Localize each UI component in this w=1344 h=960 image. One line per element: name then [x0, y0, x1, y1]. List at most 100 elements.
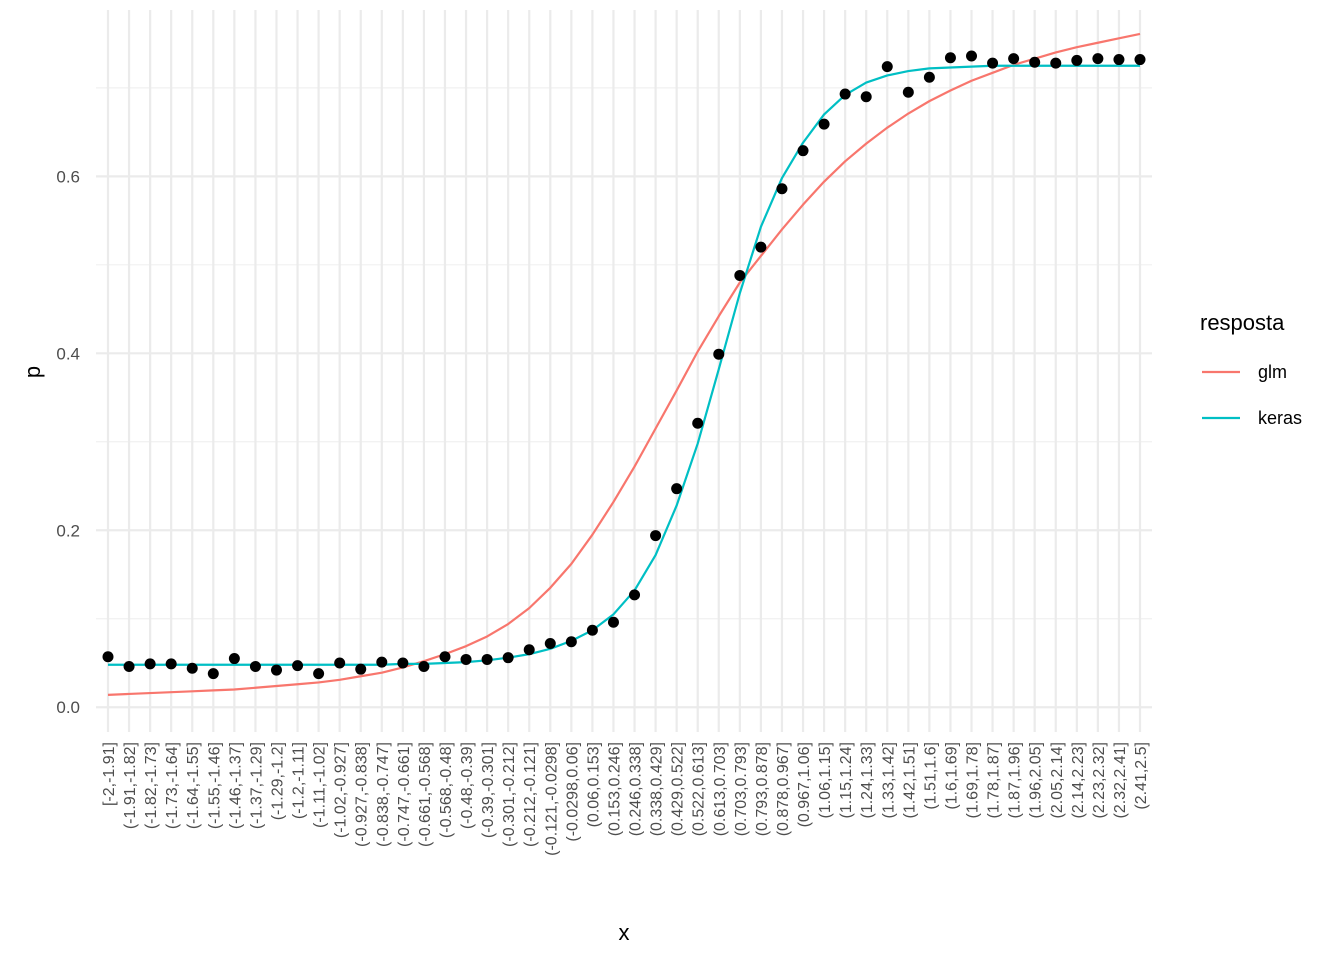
data-point — [755, 241, 767, 253]
major-gridlines — [96, 10, 1152, 732]
x-tick-label: (0.153,0.246] — [606, 742, 623, 836]
data-point — [313, 668, 325, 680]
data-point — [586, 624, 598, 636]
x-tick-label: (-1.73,-1.64] — [164, 742, 181, 829]
x-tick-label: (0.338,0.429] — [649, 742, 666, 836]
data-point — [860, 91, 872, 103]
y-axis-title: p — [20, 366, 45, 378]
x-tick-label: (1.24,1.33] — [859, 742, 876, 819]
minor-gridlines — [96, 87, 1152, 620]
series-lines — [107, 32, 1141, 696]
data-point — [102, 651, 114, 663]
legend-label-glm: glm — [1258, 362, 1287, 382]
data-point — [123, 661, 135, 673]
data-point — [439, 651, 451, 663]
data-points — [102, 50, 1146, 680]
data-point — [944, 52, 956, 64]
data-point — [292, 660, 304, 672]
x-tick-label: (-0.661,-0.568] — [417, 742, 434, 847]
x-tick-label: [-2,-1.91] — [101, 742, 118, 806]
data-point — [502, 652, 514, 664]
x-tick-label: (1.69,1.78] — [965, 742, 982, 819]
data-point — [629, 589, 641, 601]
data-point — [902, 86, 914, 98]
data-point — [397, 657, 409, 669]
series-line-glm — [107, 32, 1141, 696]
data-point — [186, 662, 198, 674]
legend-label-keras: keras — [1258, 408, 1302, 428]
x-tick-label: (2.05,2.14] — [1049, 742, 1066, 819]
data-point — [481, 653, 493, 665]
x-tick-label: (-1.37,-1.29] — [248, 742, 265, 829]
x-tick-label: (-0.568,-0.48] — [438, 742, 455, 838]
data-point — [228, 653, 240, 665]
data-point — [839, 88, 851, 100]
x-tick-label: (-0.212,-0.121] — [522, 742, 539, 847]
data-point — [818, 118, 830, 130]
x-tick-label: (-0.0298,0.06] — [564, 742, 581, 842]
data-point — [207, 668, 219, 680]
y-tick-label: 0.6 — [56, 167, 80, 186]
data-point — [1092, 53, 1104, 65]
x-tick-label: (1.15,1.24] — [838, 742, 855, 819]
x-tick-label: (0.429,0.522] — [670, 742, 687, 836]
x-tick-label: (0.703,0.793] — [733, 742, 750, 836]
x-tick-label: (0.522,0.613] — [691, 742, 708, 836]
x-tick-label: (-0.747,-0.661] — [396, 742, 413, 847]
data-point — [165, 658, 177, 670]
data-point — [881, 61, 893, 73]
data-point — [797, 145, 809, 157]
data-point — [523, 644, 535, 656]
data-point — [713, 348, 725, 360]
x-tick-label: (-1.29,-1.2] — [269, 742, 286, 820]
x-tick-label: (1.96,2.05] — [1028, 742, 1045, 819]
data-point — [776, 183, 788, 195]
x-tick-label: (2.23,2.32] — [1091, 742, 1108, 819]
x-tick-label: (-1.2,-1.11] — [291, 742, 308, 819]
x-tick-label: (-0.39,-0.301] — [480, 742, 497, 838]
x-tick-label: (-1.91,-1.82] — [122, 742, 139, 829]
data-point — [1008, 53, 1020, 65]
legend: resposta glm keras — [1200, 310, 1302, 428]
x-tick-label: (1.51,1.6] — [922, 742, 939, 810]
data-point — [1113, 54, 1125, 66]
x-tick-label: (-1.02,-0.927] — [333, 742, 350, 838]
x-tick-label: (0.246,0.338] — [628, 742, 645, 836]
data-point — [1071, 54, 1083, 66]
data-point — [1029, 56, 1041, 68]
x-tick-label: (-0.838,-0.747] — [375, 742, 392, 847]
data-point — [270, 664, 282, 676]
x-tick-label: (2.14,2.23] — [1070, 742, 1087, 819]
x-tick-label: (2.32,2.41] — [1112, 742, 1129, 819]
x-tick-label: (1.78,1.87] — [986, 742, 1003, 819]
legend-items: glm keras — [1202, 362, 1302, 428]
data-point — [334, 657, 346, 669]
legend-title: resposta — [1200, 310, 1285, 335]
x-tick-label: (-1.64,-1.55] — [185, 742, 202, 829]
x-tick-label: (-0.301,-0.212] — [501, 742, 518, 847]
x-tick-label: (1.87,1.96] — [1007, 742, 1024, 819]
data-point — [460, 653, 472, 665]
y-axis-ticks: 0.0 0.2 0.4 0.6 — [56, 167, 80, 717]
x-axis-title: x — [619, 920, 630, 945]
data-point — [544, 638, 556, 650]
x-tick-label: (1.6,1.69] — [943, 742, 960, 810]
x-tick-label: (0.793,0.878] — [754, 742, 771, 836]
x-tick-label: (0.967,1.06] — [796, 742, 813, 827]
y-tick-label: 0.0 — [56, 698, 80, 717]
data-point — [734, 269, 746, 281]
x-tick-label: (1.33,1.42] — [880, 742, 897, 819]
x-tick-label: (-1.82,-1.73] — [143, 742, 160, 829]
y-tick-label: 0.2 — [56, 521, 80, 540]
x-tick-label: (-1.46,-1.37] — [227, 742, 244, 829]
series-line-keras — [108, 64, 1140, 666]
x-tick-label: (1.06,1.15] — [817, 742, 834, 819]
x-tick-label: (-0.927,-0.838] — [354, 742, 371, 847]
data-point — [966, 50, 978, 62]
x-tick-label: (2.41,2.5] — [1133, 742, 1150, 810]
x-tick-label: (-1.11,-1.02] — [312, 742, 329, 828]
x-tick-label: (0.06,0.153] — [585, 742, 602, 827]
data-point — [923, 71, 935, 83]
data-point — [650, 530, 662, 542]
